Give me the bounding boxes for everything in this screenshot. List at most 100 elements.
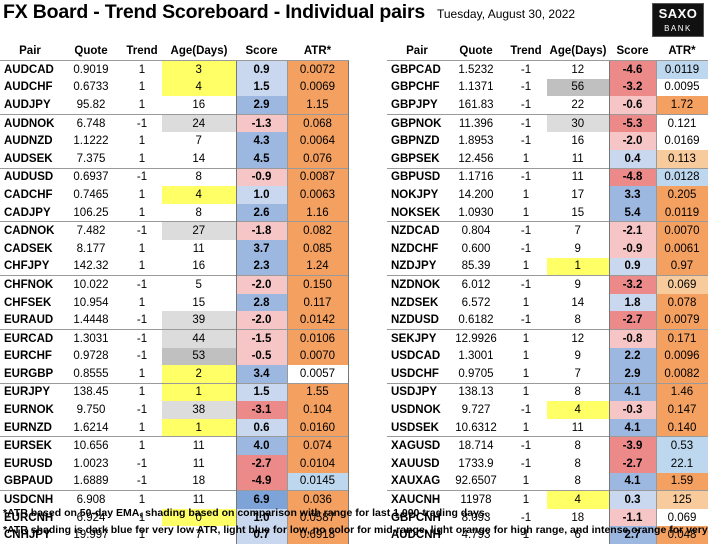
atr-cell: 22.1 (656, 455, 708, 473)
pair-cell: USDCHF (387, 365, 447, 383)
trend-cell: -1 (505, 132, 547, 150)
atr-cell: 0.171 (656, 329, 708, 347)
header-pair: Pair (387, 42, 447, 61)
pair-cell: GBPAUD (0, 473, 60, 491)
quote-cell: 1.5232 (447, 61, 505, 79)
trend-cell: 1 (122, 61, 162, 79)
trend-cell: 1 (122, 96, 162, 114)
trend-cell: -1 (122, 276, 162, 294)
age-cell: 12 (547, 61, 609, 79)
score-cell: -2.0 (236, 311, 287, 329)
score-cell: -2.0 (609, 132, 656, 150)
trend-cell: 1 (122, 79, 162, 97)
quote-cell: 138.45 (60, 383, 122, 401)
quote-cell: 92.6507 (447, 473, 505, 491)
header-trend: Trend (122, 42, 162, 61)
atr-cell: 0.147 (656, 401, 708, 419)
age-cell: 9 (547, 276, 609, 294)
quote-cell: 8.177 (60, 240, 122, 258)
pair-cell: NZDCAD (387, 222, 447, 240)
quote-cell: 18.714 (447, 437, 505, 455)
pair-cell: CADNOK (0, 222, 60, 240)
quote-cell: 142.32 (60, 258, 122, 276)
atr-cell: 1.55 (287, 383, 348, 401)
score-cell: 4.5 (236, 150, 287, 168)
header-atr: ATR* (656, 42, 708, 61)
atr-cell: 0.0082 (656, 365, 708, 383)
score-cell: -0.3 (609, 401, 656, 419)
quote-cell: 1.8953 (447, 132, 505, 150)
header-score: Score (609, 42, 656, 61)
quote-cell: 7.375 (60, 150, 122, 168)
trend-cell: 1 (122, 437, 162, 455)
pair-cell: USDSEK (387, 419, 447, 437)
pair-cell: AUDCAD (0, 61, 60, 79)
pair-cell: CADJPY (0, 204, 60, 222)
age-cell: 16 (162, 96, 236, 114)
pair-cell: EURNOK (0, 401, 60, 419)
trend-cell: -1 (122, 222, 162, 240)
quote-cell: 106.25 (60, 204, 122, 222)
trend-cell: -1 (505, 240, 547, 258)
quote-cell: 1.3001 (447, 348, 505, 366)
atr-cell: 0.104 (287, 401, 348, 419)
pair-cell: EURAUD (0, 311, 60, 329)
score-cell: 3.3 (609, 186, 656, 204)
age-cell: 1 (547, 258, 609, 276)
atr-cell: 0.0169 (656, 132, 708, 150)
pair-cell: GBPSEK (387, 150, 447, 168)
pair-cell: EURJPY (0, 383, 60, 401)
age-cell: 8 (162, 168, 236, 186)
pair-cell: EURCHF (0, 348, 60, 366)
pair-cell: XAUXAG (387, 473, 447, 491)
header-pair: Pair (0, 42, 60, 61)
pair-cell: GBPCHF (387, 79, 447, 97)
score-cell: 0.9 (609, 258, 656, 276)
pair-cell: CHFNOK (0, 276, 60, 294)
quote-cell: 0.6733 (60, 79, 122, 97)
score-cell: -0.5 (236, 348, 287, 366)
score-cell: -3.1 (236, 401, 287, 419)
atr-cell: 0.0128 (656, 168, 708, 186)
score-cell: 2.9 (609, 365, 656, 383)
atr-cell: 0.150 (287, 276, 348, 294)
age-cell: 7 (547, 222, 609, 240)
quote-cell: 0.9705 (447, 365, 505, 383)
quote-cell: 1.6889 (60, 473, 122, 491)
pair-cell: GBPNZD (387, 132, 447, 150)
atr-cell: 0.068 (287, 114, 348, 132)
trend-cell: 1 (122, 186, 162, 204)
trend-cell: 1 (122, 383, 162, 401)
age-cell: 11 (162, 455, 236, 473)
score-cell: -4.8 (609, 168, 656, 186)
age-cell: 30 (547, 114, 609, 132)
quote-cell: 0.804 (447, 222, 505, 240)
atr-cell: 0.113 (656, 150, 708, 168)
pair-cell: AUDSEK (0, 150, 60, 168)
score-cell: -2.0 (236, 276, 287, 294)
pair-cell: XAGUSD (387, 437, 447, 455)
scoreboard-area: Pair Quote Trend Age(Days) Score ATR* AU… (0, 42, 708, 497)
pair-cell: GBPCAD (387, 61, 447, 79)
trend-cell: -1 (122, 455, 162, 473)
age-cell: 1 (162, 419, 236, 437)
quote-cell: 6.572 (447, 294, 505, 312)
age-cell: 9 (547, 348, 609, 366)
score-cell: -3.9 (609, 437, 656, 455)
atr-cell: 0.0087 (287, 168, 348, 186)
age-cell: 56 (547, 79, 609, 97)
